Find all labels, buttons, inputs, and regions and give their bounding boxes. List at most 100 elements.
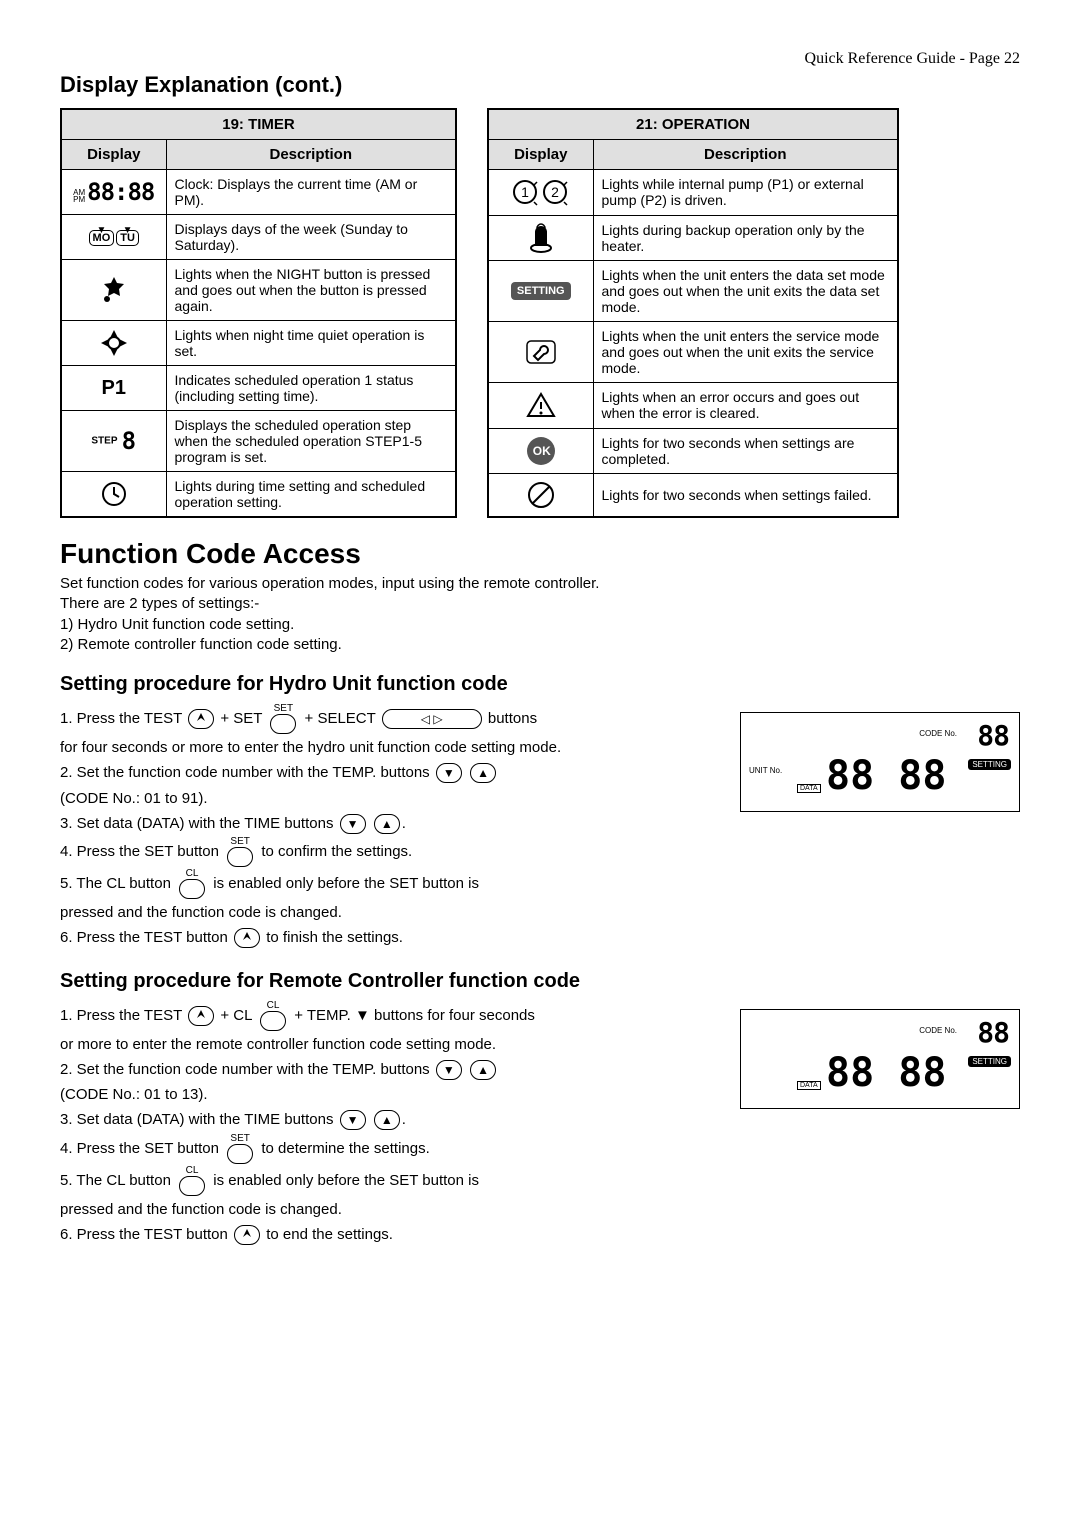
cl-label: CL [186, 869, 199, 879]
set-button-icon [227, 1144, 253, 1164]
table-row: 12 Lights while internal pump (P1) or ex… [488, 170, 898, 215]
timer-title: 19: TIMER [61, 109, 456, 140]
temp-down-icon: ▼ [436, 1060, 462, 1080]
table-row: Lights for two seconds when settings fai… [488, 473, 898, 517]
clock-icon [100, 480, 128, 508]
remote-steps: 1. Press the TEST + CL CL + TEMP. ▼ butt… [60, 999, 710, 1249]
op-desc: Lights when an error occurs and goes out… [593, 383, 898, 428]
setting-pill-icon: SETTING [968, 1056, 1011, 1067]
hydro-title: Setting procedure for Hydro Unit functio… [60, 673, 1020, 696]
clock-segment-icon: 88:88 [87, 178, 154, 206]
cl-button-icon [260, 1011, 286, 1031]
timer-col-desc: Description [166, 140, 456, 170]
timer-desc: Lights when the NIGHT button is pressed … [166, 260, 456, 321]
warning-icon [526, 391, 556, 419]
set-label: SET [274, 704, 293, 714]
table-row: STEP 8 Displays the scheduled operation … [61, 411, 456, 472]
timer-desc: Indicates scheduled operation 1 status (… [166, 366, 456, 411]
ok-badge-icon: OK [527, 437, 555, 465]
op-desc: Lights during backup operation only by t… [593, 215, 898, 260]
table-row: Lights when night time quiet operation i… [61, 321, 456, 366]
section-title: Display Explanation (cont.) [60, 72, 1020, 98]
setting-badge-icon: SETTING [511, 282, 571, 300]
timer-desc: Lights during time setting and scheduled… [166, 472, 456, 518]
timer-desc: Clock: Displays the current time (AM or … [166, 170, 456, 215]
table-row: Lights when the unit enters the service … [488, 322, 898, 383]
data-segment-icon: 88 88 [826, 753, 946, 799]
op-desc: Lights for two seconds when settings fai… [593, 473, 898, 517]
setting-pill-icon: SETTING [968, 759, 1011, 770]
test-button-icon [234, 928, 260, 948]
test-button-icon [188, 1006, 214, 1026]
temp-up-icon: ▲ [470, 763, 496, 783]
hydro-display-diagram: CODE No. 88 SETTING UNIT No. DATA 88 88 [740, 712, 1020, 812]
unit-no-label: UNIT No. [749, 766, 782, 775]
time-down-icon: ▼ [340, 1110, 366, 1130]
data-label: DATA [797, 784, 821, 793]
timer-desc: Lights when night time quiet operation i… [166, 321, 456, 366]
pumps-icon: 12 [511, 177, 571, 207]
timer-col-display: Display [61, 140, 166, 170]
cl-label: CL [267, 1001, 280, 1011]
fca-title: Function Code Access [60, 538, 1020, 570]
time-up-icon: ▲ [374, 1110, 400, 1130]
code-no-label: CODE No. [919, 729, 957, 738]
code-segment-icon: 88 [977, 1016, 1009, 1049]
no-entry-icon [526, 480, 556, 510]
data-label: DATA [797, 1081, 821, 1090]
quiet-fan-icon [99, 328, 129, 358]
day-tu-icon: ▼TU [116, 230, 139, 246]
op-col-desc: Description [593, 140, 898, 170]
table-row: OK Lights for two seconds when settings … [488, 428, 898, 473]
op-desc: Lights when the unit enters the service … [593, 322, 898, 383]
timer-desc: Displays the scheduled operation step wh… [166, 411, 456, 472]
set-label: SET [230, 837, 249, 847]
op-desc: Lights while internal pump (P1) or exter… [593, 170, 898, 215]
data-segment-icon: 88 88 [826, 1050, 946, 1096]
table-row: ▼MO▼TU Displays days of the week (Sunday… [61, 215, 456, 260]
table-row: Lights during time setting and scheduled… [61, 472, 456, 518]
code-no-label: CODE No. [919, 1026, 957, 1035]
night-star-icon [97, 275, 131, 305]
op-col-display: Display [488, 140, 593, 170]
svg-text:2: 2 [551, 184, 559, 200]
set-button-icon [270, 714, 296, 734]
cl-button-icon [179, 1176, 205, 1196]
step-segment-icon: 8 [122, 427, 136, 455]
cl-button-icon [179, 879, 205, 899]
select-button-icon: ◁ ▷ [382, 709, 482, 729]
fca-intro: Set function codes for various operation… [60, 574, 1020, 655]
table-row: Lights when an error occurs and goes out… [488, 383, 898, 428]
test-button-icon [188, 709, 214, 729]
table-row: Lights when the NIGHT button is pressed … [61, 260, 456, 321]
wrench-icon [524, 338, 558, 366]
remote-display-diagram: CODE No. 88 SETTING DATA 88 88 [740, 1009, 1020, 1109]
timer-desc: Displays days of the week (Sunday to Sat… [166, 215, 456, 260]
day-mo-icon: ▼MO [89, 230, 115, 246]
remote-title: Setting procedure for Remote Controller … [60, 970, 1020, 993]
operation-table: 21: OPERATION Display Description 12 Lig… [487, 108, 899, 518]
temp-down-icon: ▼ [436, 763, 462, 783]
time-down-icon: ▼ [340, 814, 366, 834]
set-button-icon [227, 847, 253, 867]
set-label: SET [230, 1134, 249, 1144]
tables-row: 19: TIMER Display Description AMPM88:88 … [60, 108, 1020, 518]
temp-up-icon: ▲ [470, 1060, 496, 1080]
svg-text:1: 1 [521, 184, 529, 200]
ampm-label: AMPM [73, 189, 85, 203]
hydro-steps: 1. Press the TEST + SET SET + SELECT ◁ ▷… [60, 702, 710, 952]
page-header: Quick Reference Guide - Page 22 [60, 50, 1020, 68]
test-button-icon [234, 1225, 260, 1245]
time-up-icon: ▲ [374, 814, 400, 834]
cl-label: CL [186, 1166, 199, 1176]
table-row: SETTING Lights when the unit enters the … [488, 260, 898, 321]
op-desc: Lights for two seconds when settings are… [593, 428, 898, 473]
operation-title: 21: OPERATION [488, 109, 898, 140]
heater-icon [527, 222, 555, 254]
step-label-icon: STEP [91, 436, 117, 447]
table-row: Lights during backup operation only by t… [488, 215, 898, 260]
table-row: AMPM88:88 Clock: Displays the current ti… [61, 170, 456, 215]
code-segment-icon: 88 [977, 719, 1009, 752]
table-row: P1 Indicates scheduled operation 1 statu… [61, 366, 456, 411]
p1-icon: P1 [102, 377, 126, 399]
